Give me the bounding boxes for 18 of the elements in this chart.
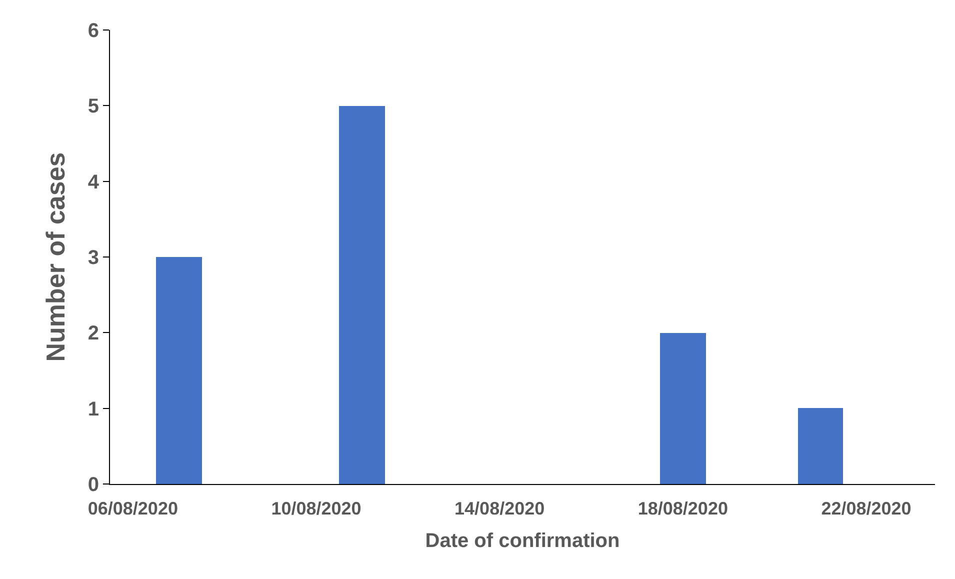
y-tick-label: 4 (88, 171, 100, 194)
x-tick-label: 06/08/2020 (88, 498, 178, 519)
y-tick-label: 2 (88, 322, 99, 345)
x-tick-label: 10/08/2020 (271, 498, 362, 519)
bar (339, 106, 385, 484)
y-tick-label: 5 (88, 96, 99, 118)
bar (156, 257, 202, 484)
x-tick-label: 22/08/2020 (821, 498, 912, 519)
y-tick-label: 0 (88, 474, 99, 496)
bar (798, 408, 843, 484)
x-tick-label: 14/08/2020 (454, 498, 545, 519)
y-tick-label: 3 (88, 247, 99, 269)
x-tick-label: 18/08/2020 (638, 498, 728, 519)
y-axis-title: Number of cases (40, 152, 70, 362)
x-axis-title: Date of confirmation (425, 530, 620, 552)
y-tick-label: 6 (88, 20, 99, 42)
y-tick-label: 1 (88, 398, 99, 420)
bar (660, 333, 706, 484)
